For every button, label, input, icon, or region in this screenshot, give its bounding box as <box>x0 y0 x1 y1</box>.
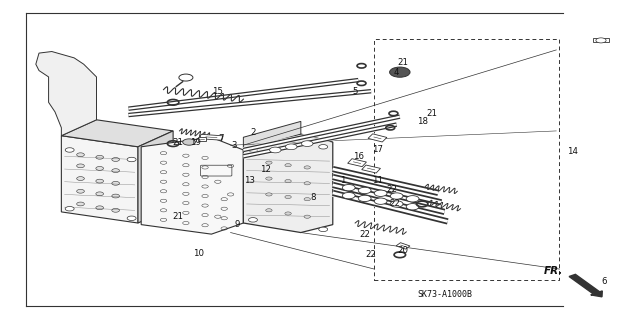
Polygon shape <box>36 51 97 136</box>
Circle shape <box>112 208 120 212</box>
Text: 1: 1 <box>340 176 345 185</box>
Circle shape <box>96 206 104 210</box>
Text: 21: 21 <box>397 58 408 67</box>
Circle shape <box>304 166 310 169</box>
Circle shape <box>285 164 291 167</box>
Circle shape <box>65 206 74 211</box>
Circle shape <box>179 74 193 81</box>
Circle shape <box>342 192 355 199</box>
Circle shape <box>96 192 104 196</box>
Text: 22: 22 <box>359 230 370 239</box>
Circle shape <box>390 67 410 77</box>
Text: 19: 19 <box>190 137 201 146</box>
Circle shape <box>390 201 403 207</box>
Circle shape <box>285 196 291 198</box>
Circle shape <box>266 193 272 196</box>
Polygon shape <box>198 137 205 141</box>
Circle shape <box>285 212 291 215</box>
Circle shape <box>112 194 120 198</box>
Circle shape <box>304 197 310 201</box>
Circle shape <box>358 187 371 194</box>
Circle shape <box>266 209 272 212</box>
Text: 15: 15 <box>212 87 223 96</box>
Polygon shape <box>141 137 243 234</box>
Circle shape <box>182 139 195 145</box>
Circle shape <box>406 196 419 202</box>
Text: 21: 21 <box>173 137 184 146</box>
Text: 10: 10 <box>193 249 204 258</box>
Circle shape <box>358 195 371 202</box>
Text: 5: 5 <box>353 87 358 96</box>
Circle shape <box>77 202 84 206</box>
Text: 22: 22 <box>365 250 376 259</box>
Circle shape <box>112 158 120 161</box>
Text: 22: 22 <box>390 199 401 208</box>
Circle shape <box>65 148 74 152</box>
Text: 3: 3 <box>231 141 237 150</box>
Circle shape <box>304 215 310 218</box>
Circle shape <box>319 145 328 149</box>
Circle shape <box>269 147 281 153</box>
Text: 21: 21 <box>173 212 184 221</box>
Text: 13: 13 <box>244 176 255 185</box>
Circle shape <box>96 155 104 159</box>
Text: 22: 22 <box>386 185 397 194</box>
Text: 21: 21 <box>426 109 437 118</box>
Circle shape <box>266 177 272 180</box>
Circle shape <box>319 227 328 232</box>
Polygon shape <box>348 159 367 167</box>
Circle shape <box>596 38 606 43</box>
Polygon shape <box>61 136 138 223</box>
Text: 16: 16 <box>353 152 364 161</box>
Circle shape <box>96 167 104 170</box>
Circle shape <box>77 177 84 181</box>
Circle shape <box>248 148 257 152</box>
Text: 4: 4 <box>394 68 399 77</box>
Circle shape <box>112 169 120 173</box>
Circle shape <box>127 216 136 220</box>
FancyArrow shape <box>569 274 602 297</box>
Text: FR.: FR. <box>543 266 563 276</box>
Polygon shape <box>200 134 223 140</box>
Text: 7: 7 <box>218 134 224 143</box>
Circle shape <box>285 144 297 150</box>
Polygon shape <box>396 243 410 249</box>
Polygon shape <box>243 122 301 150</box>
Text: 14: 14 <box>567 147 578 156</box>
Circle shape <box>406 204 419 210</box>
Circle shape <box>390 193 403 199</box>
Circle shape <box>266 161 272 164</box>
Polygon shape <box>138 131 173 223</box>
Text: 8: 8 <box>311 193 316 202</box>
Polygon shape <box>61 120 173 147</box>
Circle shape <box>248 218 257 222</box>
Circle shape <box>77 164 84 168</box>
Polygon shape <box>243 134 333 233</box>
Circle shape <box>374 198 387 204</box>
Text: 17: 17 <box>372 145 383 154</box>
Circle shape <box>127 157 136 162</box>
Polygon shape <box>593 39 609 42</box>
Text: 6: 6 <box>602 277 607 286</box>
Circle shape <box>342 184 355 191</box>
Text: SK73-A1000B: SK73-A1000B <box>417 290 472 299</box>
Circle shape <box>285 180 291 183</box>
Text: 11: 11 <box>372 176 383 185</box>
Text: 20: 20 <box>397 246 408 255</box>
Circle shape <box>304 182 310 185</box>
Circle shape <box>77 189 84 193</box>
Text: 2: 2 <box>250 128 256 137</box>
Circle shape <box>112 182 120 185</box>
Text: 12: 12 <box>260 165 271 174</box>
Text: 9: 9 <box>234 220 239 229</box>
Circle shape <box>96 179 104 183</box>
Polygon shape <box>368 134 387 142</box>
Text: 18: 18 <box>417 117 428 126</box>
Circle shape <box>374 190 387 197</box>
Circle shape <box>77 153 84 157</box>
Polygon shape <box>362 165 381 173</box>
Circle shape <box>301 141 313 146</box>
